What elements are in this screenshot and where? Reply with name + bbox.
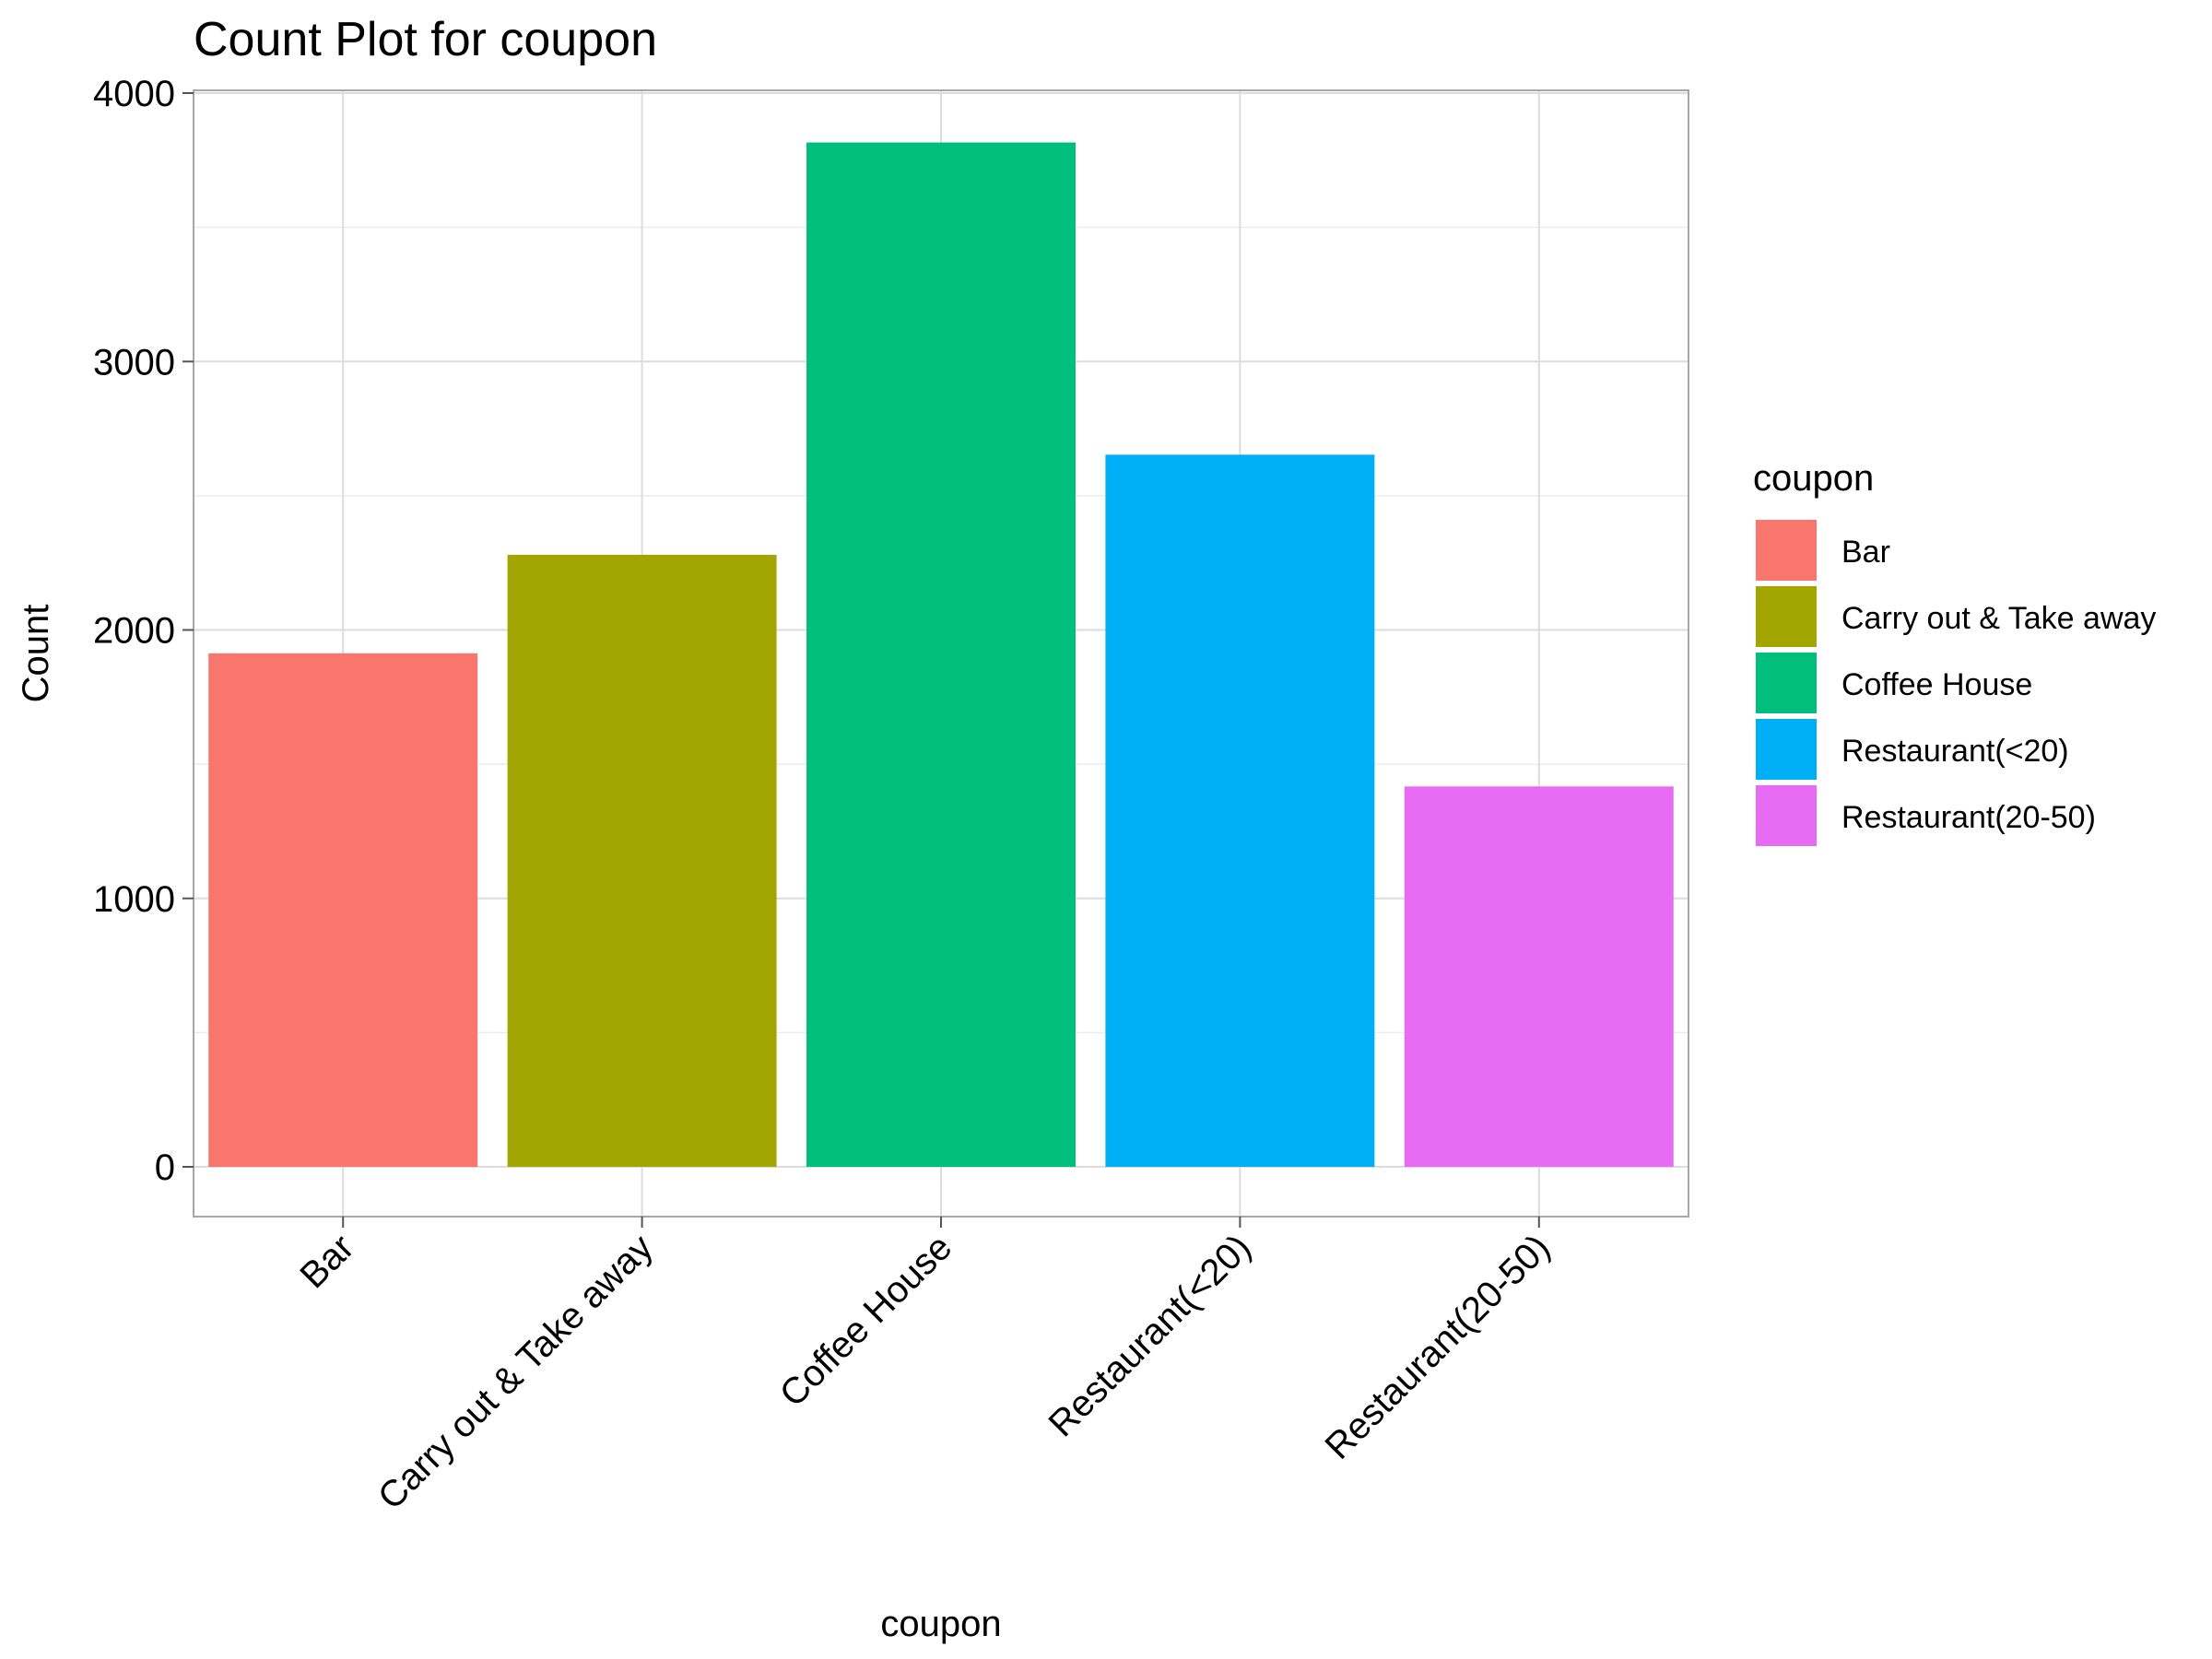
x-tick-label: Restaurant(20-50): [1318, 1227, 1559, 1467]
legend: coupon Bar Carry out & Take away Coffee Ho…: [1753, 458, 2156, 846]
chart-title: Count Plot for coupon: [194, 13, 657, 66]
legend-key: [1756, 719, 1817, 780]
legend-key: [1756, 653, 1817, 713]
x-tick-label: Bar: [292, 1227, 361, 1296]
legend-key: [1756, 586, 1817, 647]
y-axis-title: Count: [16, 605, 56, 703]
legend-key: [1756, 785, 1817, 846]
x-axis: Bar Carry out & Take away Coffee House Rest…: [292, 1217, 1558, 1517]
legend-label: Restaurant(20-50): [1841, 800, 2096, 835]
x-tick-label: Restaurant(<20): [1041, 1227, 1258, 1444]
legend-title: coupon: [1753, 458, 1874, 499]
bar: [806, 142, 1076, 1168]
legend-label: Coffee House: [1841, 667, 2032, 702]
x-tick-label: Carry out & Take away: [371, 1227, 661, 1517]
x-tick-label: Coffee House: [772, 1227, 960, 1415]
legend-key: [1756, 520, 1817, 581]
y-tick-label: 4000: [93, 74, 175, 114]
bar: [1404, 786, 1674, 1167]
x-axis-title: coupon: [880, 1604, 1001, 1644]
bar: [208, 653, 478, 1167]
y-tick-label: 3000: [93, 342, 175, 382]
legend-label: Carry out & Take away: [1841, 601, 2156, 636]
legend-label: Bar: [1841, 535, 1890, 570]
y-tick-label: 1000: [93, 879, 175, 920]
bar: [1105, 454, 1375, 1168]
y-tick-label: 2000: [93, 611, 175, 652]
bars: [208, 142, 1674, 1168]
bar: [507, 554, 777, 1167]
y-axis: 0 1000 2000 3000 4000: [93, 74, 194, 1188]
y-tick-label: 0: [155, 1147, 175, 1188]
legend-label: Restaurant(<20): [1841, 734, 2069, 769]
